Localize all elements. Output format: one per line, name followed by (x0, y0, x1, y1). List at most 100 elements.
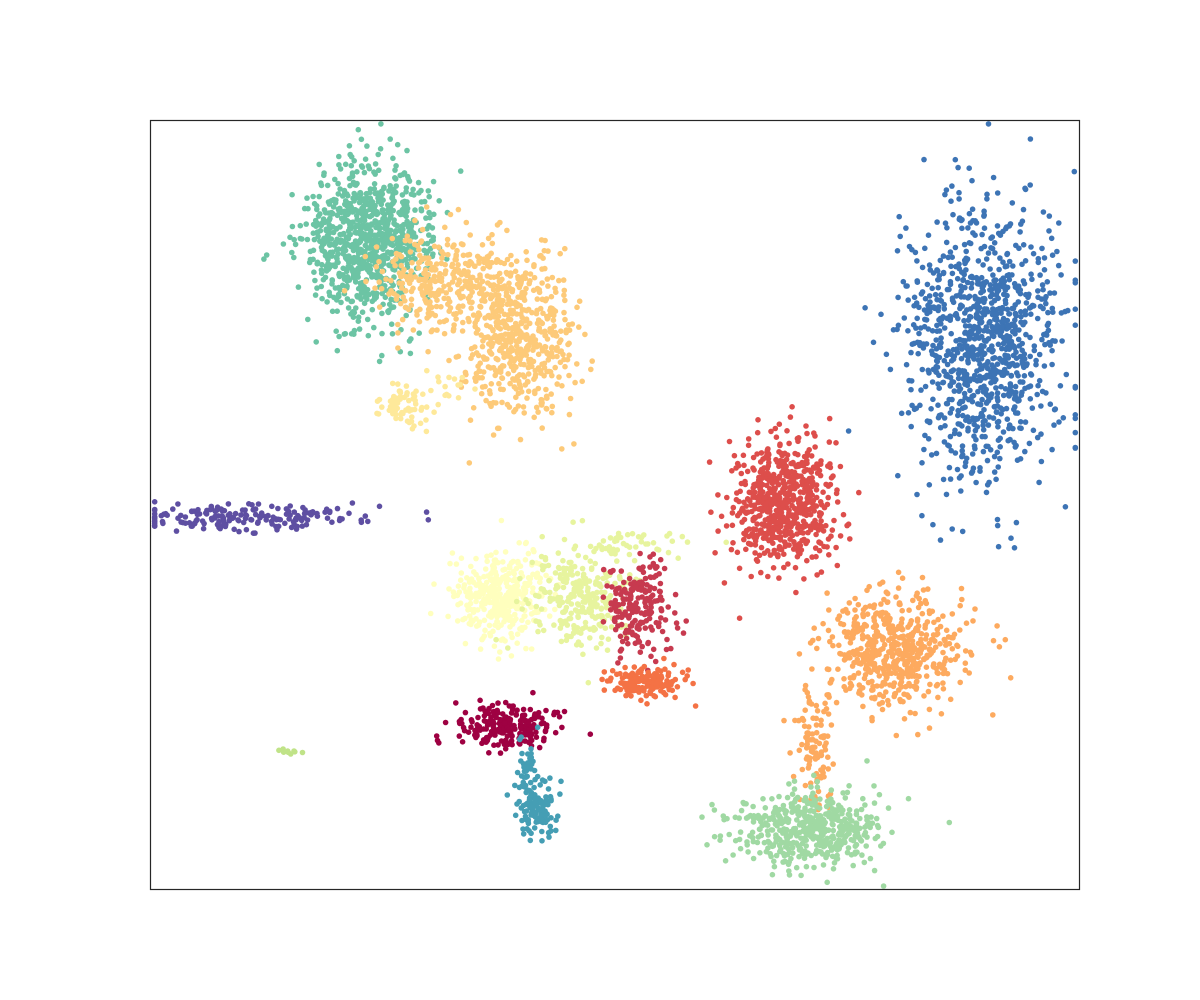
scatter-point (235, 517, 242, 524)
scatter-point (991, 404, 998, 410)
scatter-point (919, 460, 925, 466)
scatter-point (981, 208, 987, 214)
scatter-point (919, 289, 926, 295)
scatter-point (1027, 136, 1034, 142)
scatter-point (533, 310, 540, 317)
scatter-point (507, 339, 514, 346)
scatter-point (1007, 390, 1014, 397)
scatter-point (935, 277, 941, 283)
scatter-point (950, 211, 956, 218)
scatter-point (395, 381, 401, 387)
scatter-point (376, 279, 383, 285)
series-2 (374, 367, 478, 435)
scatter-point (560, 277, 567, 283)
scatter-point (631, 557, 638, 564)
scatter-point (981, 383, 987, 390)
scatter-point (898, 668, 905, 675)
scatter-point (645, 639, 652, 646)
scatter-point (397, 389, 404, 396)
scatter-point (999, 345, 1005, 352)
scatter-point (827, 638, 833, 645)
scatter-point (928, 452, 935, 458)
scatter-point (948, 198, 954, 204)
scatter-point (462, 260, 469, 267)
scatter-point (557, 625, 564, 631)
scatter-point (946, 286, 952, 293)
scatter-point (311, 236, 318, 243)
series-1 (341, 204, 595, 466)
scatter-point (499, 399, 505, 406)
scatter-point (593, 645, 600, 651)
scatter-point (561, 287, 568, 294)
scatter-point (498, 345, 504, 352)
scatter-point (948, 330, 954, 337)
scatter-point (403, 273, 409, 280)
scatter-point (325, 266, 332, 273)
scatter-point (334, 308, 341, 315)
scatter-point (282, 520, 288, 527)
scatter-point (572, 543, 579, 549)
scatter-point (721, 580, 728, 586)
scatter-point (468, 305, 475, 311)
scatter-point (600, 594, 607, 600)
scatter-point (947, 313, 953, 320)
scatter-point (612, 687, 618, 694)
scatter-point (941, 415, 948, 421)
scatter-point (203, 511, 210, 517)
scatter-point (326, 201, 333, 207)
scatter-point (937, 257, 944, 264)
scatter-point (745, 540, 752, 547)
scatter-point (354, 254, 361, 261)
scatter-point (956, 196, 962, 202)
scatter-point (314, 259, 321, 266)
scatter-point (1045, 320, 1052, 327)
scatter-point (571, 441, 577, 447)
scatter-point (1012, 317, 1018, 323)
scatter-point (1045, 309, 1051, 316)
scatter-point (1009, 305, 1015, 312)
scatter-point (389, 380, 396, 387)
scatter-point (560, 557, 566, 564)
scatter-point (375, 151, 382, 158)
scatter-point (316, 161, 323, 168)
scatter-point (496, 594, 502, 600)
scatter-point (744, 468, 751, 475)
scatter-point (426, 232, 432, 238)
scatter-point (944, 225, 950, 231)
scatter-point (828, 475, 835, 481)
scatter-point (346, 510, 352, 517)
scatter-point (487, 576, 494, 583)
scatter-point (623, 692, 629, 699)
scatter-point (506, 299, 512, 305)
scatter-point (362, 253, 369, 260)
scatter-point (652, 658, 659, 665)
scatter-point (820, 489, 826, 496)
scatter-point (525, 388, 532, 395)
scatter-point (391, 220, 397, 227)
scatter-point (421, 270, 427, 277)
scatter-point (829, 634, 836, 640)
scatter-point (468, 355, 474, 362)
scatter-point (989, 245, 996, 252)
scatter-point (300, 504, 306, 511)
scatter-point (416, 330, 423, 337)
scatter-point (175, 515, 181, 521)
scatter-point (486, 260, 493, 266)
scatter-point (453, 257, 460, 263)
scatter-point (288, 524, 295, 531)
scatter-point (644, 610, 650, 617)
scatter-point (1033, 357, 1039, 364)
scatter-point (539, 533, 545, 540)
scatter-point (926, 706, 933, 713)
scatter-point (733, 465, 739, 471)
scatter-point (948, 368, 955, 375)
scatter-point (776, 543, 783, 550)
scatter-point (918, 631, 925, 637)
scatter-point (587, 626, 593, 632)
scatter-point (582, 619, 589, 626)
scatter-point (955, 315, 961, 322)
scatter-point (734, 512, 741, 519)
scatter-point (994, 361, 1001, 368)
scatter-point (894, 248, 901, 254)
scatter-point (513, 258, 520, 265)
